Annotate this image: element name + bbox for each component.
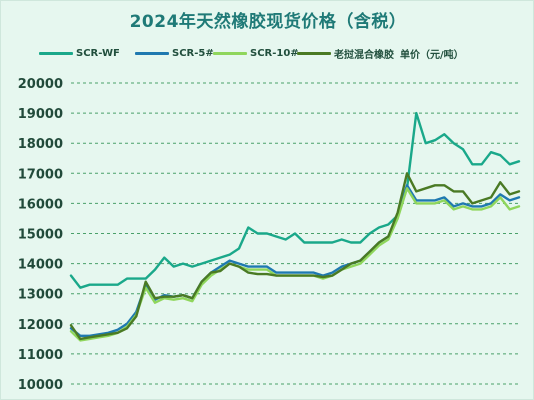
- legend-label-scr-10: SCR-10#: [250, 47, 299, 59]
- chart-legend: SCR-WF SCR-5# SCR-10# 老挝混合橡胶 单价（元/吨）: [39, 45, 529, 61]
- legend-swatch-scr-5: [135, 51, 169, 55]
- legend-item-scr-10: SCR-10#: [213, 45, 299, 61]
- legend-item-scr-wf: SCR-WF: [39, 45, 120, 61]
- legend-swatch-scr-10: [213, 51, 247, 55]
- series-lines: [69, 111, 521, 342]
- y-tick-label: 16000: [18, 197, 63, 212]
- y-tick-label: 12000: [18, 318, 63, 333]
- y-tick-label: 11000: [18, 348, 63, 363]
- y-tick-label: 15000: [18, 228, 63, 243]
- y-tick-label: 17000: [18, 167, 63, 182]
- y-tick-label: 13000: [18, 288, 63, 303]
- legend-label-laos: 老挝混合橡胶: [334, 49, 394, 61]
- legend-item-scr-5: SCR-5#: [135, 45, 214, 61]
- y-axis: 10000 11000 12000 13000 14000 15000 16000 17000…: [18, 77, 63, 393]
- legend-unit-note: 单价（元/吨）: [400, 49, 464, 61]
- y-tick-label: 20000: [18, 77, 63, 92]
- series-line-0: [69, 111, 521, 289]
- legend-swatch-scr-wf: [39, 51, 73, 55]
- y-tick-label: 19000: [18, 107, 63, 122]
- chart-title: 2024年天然橡胶现货价格（含税）: [129, 12, 407, 32]
- y-tick-label: 10000: [18, 378, 63, 393]
- legend-swatch-laos: [297, 51, 331, 55]
- series-line-2: [69, 187, 521, 342]
- legend-label-scr-5: SCR-5#: [172, 47, 214, 59]
- y-tick-label: 18000: [18, 137, 63, 152]
- legend-label-scr-wf: SCR-WF: [76, 47, 120, 59]
- legend-item-laos: 老挝混合橡胶 单价（元/吨）: [297, 45, 464, 61]
- series-line-3: [69, 172, 521, 341]
- y-tick-label: 14000: [18, 258, 63, 273]
